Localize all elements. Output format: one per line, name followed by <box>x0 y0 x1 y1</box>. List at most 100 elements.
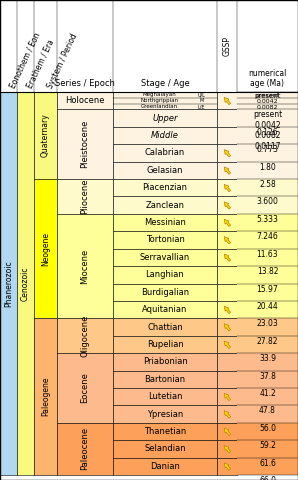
Text: Paleocene: Paleocene <box>80 427 89 470</box>
Text: 0.0042: 0.0042 <box>257 99 278 104</box>
Text: Northgrippian: Northgrippian <box>141 98 179 103</box>
Text: Eocene: Eocene <box>80 372 89 403</box>
Text: Pliocene: Pliocene <box>80 179 89 214</box>
Text: Stage / Age: Stage / Age <box>141 79 189 88</box>
Bar <box>113 179 217 196</box>
Bar <box>237 318 298 336</box>
Bar <box>217 406 237 423</box>
Text: 66.0: 66.0 <box>259 476 276 480</box>
Text: 59.2: 59.2 <box>259 441 276 450</box>
Text: GSSP: GSSP <box>223 36 232 56</box>
Text: Cenozoic: Cenozoic <box>21 266 30 301</box>
Text: Messinian: Messinian <box>144 218 186 227</box>
Text: Zanclean: Zanclean <box>145 201 184 210</box>
Text: Priabonian: Priabonian <box>143 357 187 366</box>
Bar <box>237 301 298 318</box>
Text: U/L: U/L <box>198 93 205 97</box>
Text: 7.246: 7.246 <box>257 232 278 241</box>
Text: 41.2: 41.2 <box>259 389 276 398</box>
Bar <box>113 371 217 388</box>
Bar <box>113 266 217 284</box>
Bar <box>57 214 113 318</box>
Bar <box>217 353 237 371</box>
Polygon shape <box>224 184 231 192</box>
Bar <box>113 318 217 336</box>
Text: 20.44: 20.44 <box>257 302 278 311</box>
Text: Tortonian: Tortonian <box>145 236 184 244</box>
Bar <box>217 162 237 179</box>
Text: 13.82: 13.82 <box>257 267 278 276</box>
Bar <box>57 179 113 214</box>
Bar <box>113 249 217 266</box>
Bar <box>113 196 217 214</box>
Text: 23.03: 23.03 <box>257 319 278 328</box>
Bar <box>217 284 237 301</box>
Bar <box>237 196 298 214</box>
Bar <box>217 440 237 457</box>
Bar <box>237 144 298 162</box>
Text: 1.80: 1.80 <box>259 163 276 172</box>
Text: 56.0: 56.0 <box>259 424 276 433</box>
Text: Phanerozoic: Phanerozoic <box>4 260 13 307</box>
Bar <box>237 179 298 196</box>
Text: 0.0082: 0.0082 <box>257 105 278 109</box>
Bar <box>113 440 217 457</box>
Text: Oligocene: Oligocene <box>80 314 89 357</box>
Bar <box>34 179 57 318</box>
Text: present: present <box>254 93 281 99</box>
Bar <box>217 144 237 162</box>
Text: Aquitanian: Aquitanian <box>142 305 188 314</box>
Polygon shape <box>224 428 231 435</box>
Bar <box>237 284 298 301</box>
Polygon shape <box>224 97 231 105</box>
Text: Gelasian: Gelasian <box>147 166 183 175</box>
Bar <box>217 92 237 109</box>
Text: System / Period: System / Period <box>46 32 79 90</box>
Bar <box>34 318 57 475</box>
Bar <box>217 109 237 127</box>
Bar <box>57 353 113 423</box>
Bar <box>237 440 298 457</box>
Bar <box>113 353 217 371</box>
Text: 3.600: 3.600 <box>257 197 278 206</box>
Text: Thanetian: Thanetian <box>144 427 186 436</box>
Polygon shape <box>224 411 231 418</box>
Text: Bartonian: Bartonian <box>145 375 186 384</box>
Polygon shape <box>224 254 231 262</box>
Text: M: M <box>199 98 204 103</box>
Text: Langhian: Langhian <box>146 270 184 279</box>
Bar <box>113 388 217 406</box>
Text: Middle: Middle <box>151 131 179 140</box>
Bar <box>113 406 217 423</box>
Text: Pleistocene: Pleistocene <box>80 120 89 168</box>
Text: Meghalayan: Meghalayan <box>143 93 177 97</box>
Text: Holocene: Holocene <box>65 96 105 105</box>
Bar <box>217 231 237 249</box>
Text: Series / Epoch: Series / Epoch <box>55 79 115 88</box>
Bar <box>237 109 298 127</box>
Text: 37.8: 37.8 <box>259 372 276 381</box>
Text: 5.333: 5.333 <box>257 215 278 224</box>
Text: Ypresian: Ypresian <box>147 409 183 419</box>
Polygon shape <box>224 167 231 174</box>
Bar <box>237 162 298 179</box>
Text: 0.126: 0.126 <box>257 128 278 137</box>
Text: Selandian: Selandian <box>144 444 186 454</box>
Bar <box>217 423 237 440</box>
Bar <box>113 92 217 109</box>
Bar <box>217 179 237 196</box>
Polygon shape <box>224 341 231 348</box>
Bar <box>57 109 113 179</box>
Polygon shape <box>224 324 231 331</box>
Bar <box>217 266 237 284</box>
Text: Eonothem / Eon: Eonothem / Eon <box>9 31 42 90</box>
Bar <box>237 406 298 423</box>
Text: Paleogene: Paleogene <box>41 377 50 417</box>
Bar <box>113 284 217 301</box>
Text: Greenlandian: Greenlandian <box>141 104 179 109</box>
Bar <box>57 92 113 109</box>
Text: Miocene: Miocene <box>80 249 89 284</box>
Bar <box>57 318 113 353</box>
Bar <box>217 214 237 231</box>
Bar <box>217 127 237 144</box>
